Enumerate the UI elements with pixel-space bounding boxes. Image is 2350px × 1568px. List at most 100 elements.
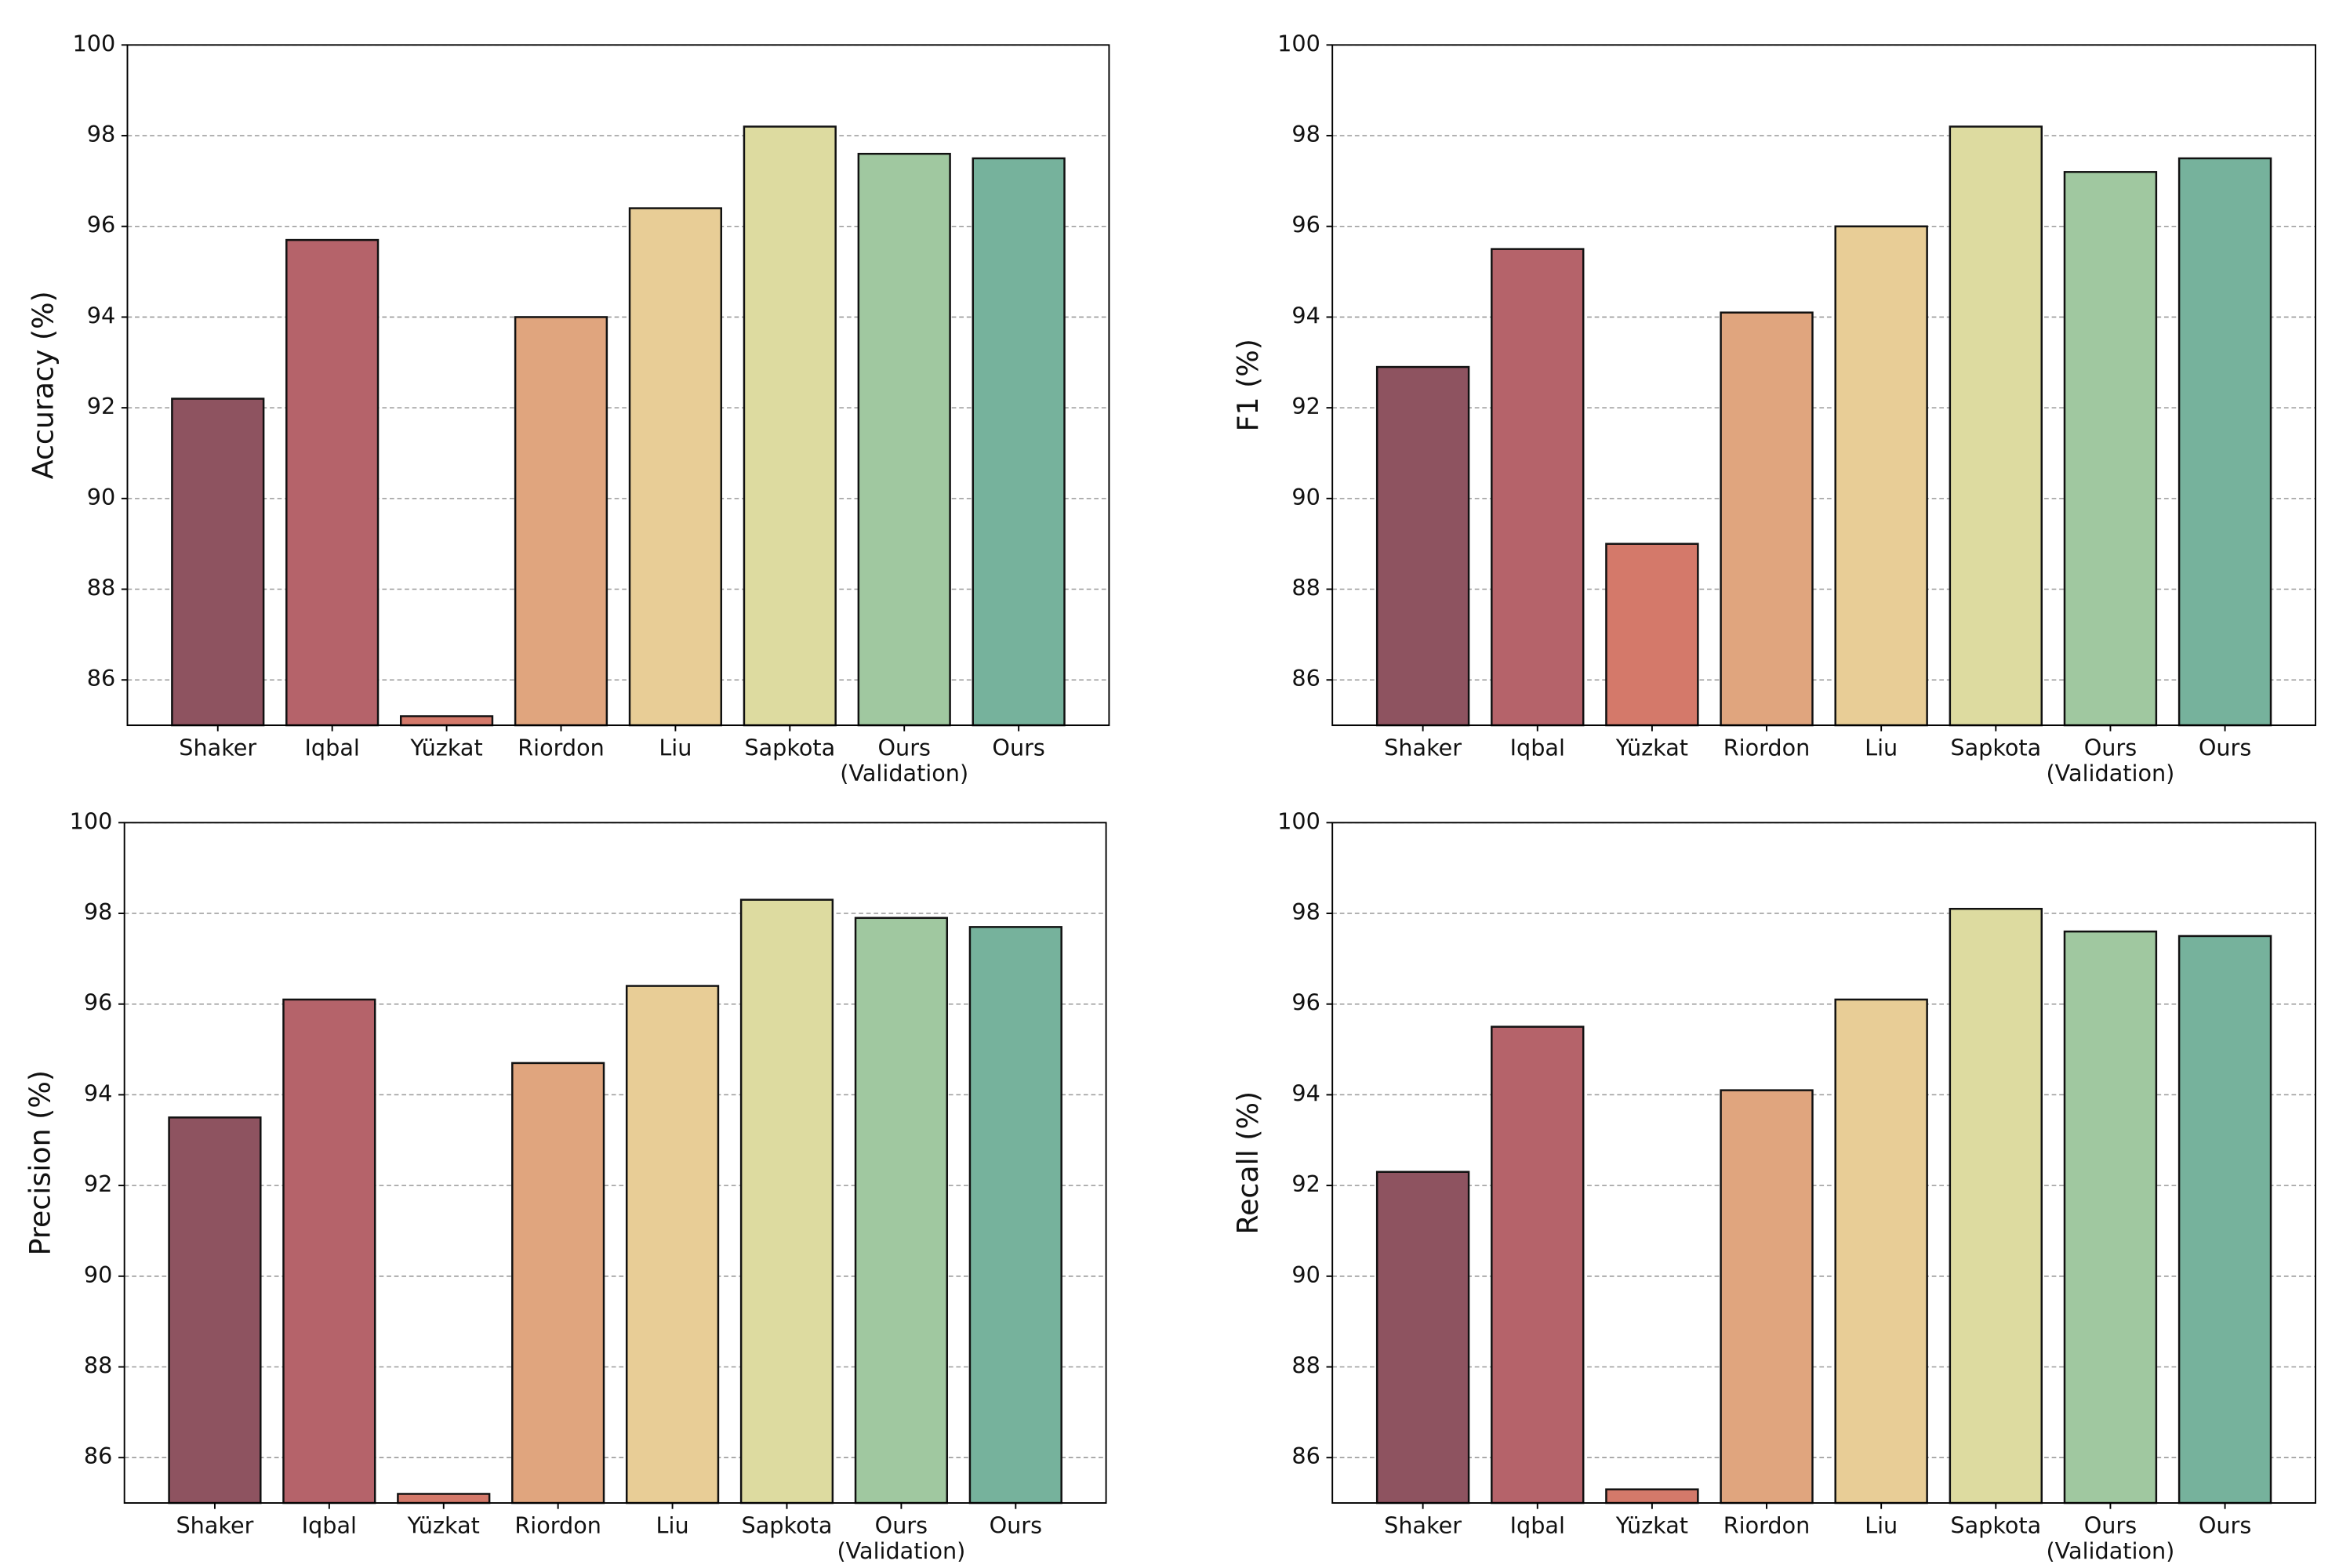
- y-tick-label: 88: [87, 575, 115, 601]
- x-tick-label: Iqbal: [302, 1512, 357, 1539]
- y-tick-label: 86: [1291, 1443, 1320, 1469]
- x-tick-label: Sapkota: [1950, 735, 2041, 761]
- y-tick-label: 92: [1291, 1171, 1320, 1197]
- x-tick-label: Liu: [1865, 735, 1898, 761]
- y-tick-label: 92: [87, 393, 115, 419]
- y-tick-label: 100: [1277, 30, 1320, 56]
- y-axis-label: Precision (%): [24, 1070, 57, 1255]
- bar: [1605, 1488, 1699, 1504]
- x-tick-label: Ours: [2199, 735, 2251, 761]
- x-tick-label: Sapkota: [742, 1512, 833, 1539]
- bar: [1720, 311, 1814, 727]
- y-tick-label: 88: [84, 1352, 112, 1379]
- bar: [628, 207, 723, 727]
- y-tick-label: 86: [84, 1443, 112, 1469]
- y-tick-label: 90: [87, 484, 115, 510]
- y-axis-label: Recall (%): [1231, 1091, 1265, 1235]
- y-tick-label: 92: [1291, 393, 1320, 419]
- y-axis-label: Accuracy (%): [26, 291, 60, 479]
- x-tick-label: Sapkota: [1950, 1512, 2041, 1539]
- bar: [285, 238, 380, 727]
- y-tick-label: 92: [84, 1171, 112, 1197]
- x-tick-label: Ours: [2199, 1512, 2251, 1539]
- bar: [1605, 543, 1699, 727]
- bar: [2177, 157, 2272, 727]
- x-tick-label: Ours: [992, 735, 1044, 761]
- y-tick-label: 88: [1291, 1352, 1320, 1379]
- bar: [972, 157, 1066, 727]
- y-tick-label: 100: [72, 30, 115, 56]
- bar: [511, 1062, 605, 1504]
- x-tick-label: Ours (Validation): [837, 1512, 965, 1564]
- plot-frame: [126, 44, 1110, 727]
- bar: [1375, 1171, 1470, 1504]
- y-axis-label: F1 (%): [1231, 339, 1265, 431]
- y-tick-label: 96: [84, 989, 112, 1016]
- x-tick-label: Ours (Validation): [2046, 735, 2174, 786]
- y-tick-label: 96: [1291, 989, 1320, 1016]
- x-tick-label: Riordon: [518, 735, 605, 761]
- y-tick-label: 100: [70, 808, 113, 834]
- y-tick-label: 86: [1291, 665, 1320, 691]
- bar: [1491, 1025, 1585, 1504]
- y-tick-label: 98: [87, 121, 115, 147]
- y-tick-label: 90: [1291, 484, 1320, 510]
- y-tick-label: 90: [84, 1261, 112, 1288]
- x-tick-label: Sapkota: [744, 735, 835, 761]
- y-tick-label: 98: [1291, 121, 1320, 147]
- bar: [168, 1116, 262, 1504]
- bar: [2063, 171, 2158, 727]
- x-tick-label: Iqbal: [1510, 735, 1565, 761]
- x-tick-label: Liu: [1865, 1512, 1898, 1539]
- bar: [739, 898, 834, 1504]
- y-tick-label: 90: [1291, 1261, 1320, 1288]
- bar: [2177, 935, 2272, 1504]
- x-tick-label: Yüzkat: [1615, 1512, 1688, 1539]
- plot-frame: [123, 822, 1107, 1504]
- bar: [1834, 998, 1928, 1504]
- y-tick-label: 94: [1291, 302, 1320, 328]
- bar: [1375, 365, 1470, 727]
- x-tick-label: Shaker: [179, 735, 256, 761]
- x-tick-label: Yüzkat: [407, 1512, 480, 1539]
- x-tick-label: Riordon: [514, 1512, 601, 1539]
- y-tick-label: 100: [1277, 808, 1320, 834]
- plot-frame: [1331, 44, 2316, 727]
- x-tick-label: Riordon: [1723, 1512, 1811, 1539]
- bar: [1949, 125, 2043, 727]
- x-tick-label: Shaker: [1384, 735, 1462, 761]
- bar: [857, 152, 951, 727]
- y-tick-label: 94: [87, 302, 115, 328]
- bar: [2063, 930, 2158, 1504]
- bar: [399, 715, 494, 727]
- bar: [514, 316, 608, 727]
- y-tick-label: 98: [84, 898, 112, 925]
- plot-frame: [1331, 822, 2316, 1504]
- y-tick-label: 88: [1291, 575, 1320, 601]
- x-tick-label: Iqbal: [304, 735, 359, 761]
- bar: [854, 916, 949, 1504]
- y-tick-label: 94: [84, 1080, 112, 1106]
- x-tick-label: Yüzkat: [1615, 735, 1688, 761]
- bar: [1720, 1089, 1814, 1504]
- x-tick-label: Riordon: [1723, 735, 1811, 761]
- x-tick-label: Ours (Validation): [840, 735, 968, 786]
- x-tick-label: Ours (Validation): [2046, 1512, 2174, 1564]
- bar: [171, 397, 265, 727]
- x-tick-label: Liu: [656, 1512, 689, 1539]
- x-tick-label: Iqbal: [1510, 1512, 1565, 1539]
- x-tick-label: Shaker: [176, 1512, 253, 1539]
- x-tick-label: Shaker: [1384, 1512, 1462, 1539]
- x-tick-label: Liu: [659, 735, 692, 761]
- bar: [968, 926, 1062, 1504]
- y-tick-label: 96: [87, 212, 115, 238]
- bar: [1949, 907, 2043, 1504]
- bar: [1834, 225, 1928, 727]
- bar: [743, 125, 837, 727]
- y-tick-label: 94: [1291, 1080, 1320, 1106]
- y-tick-label: 86: [87, 665, 115, 691]
- bar: [625, 985, 720, 1504]
- bar: [397, 1493, 491, 1504]
